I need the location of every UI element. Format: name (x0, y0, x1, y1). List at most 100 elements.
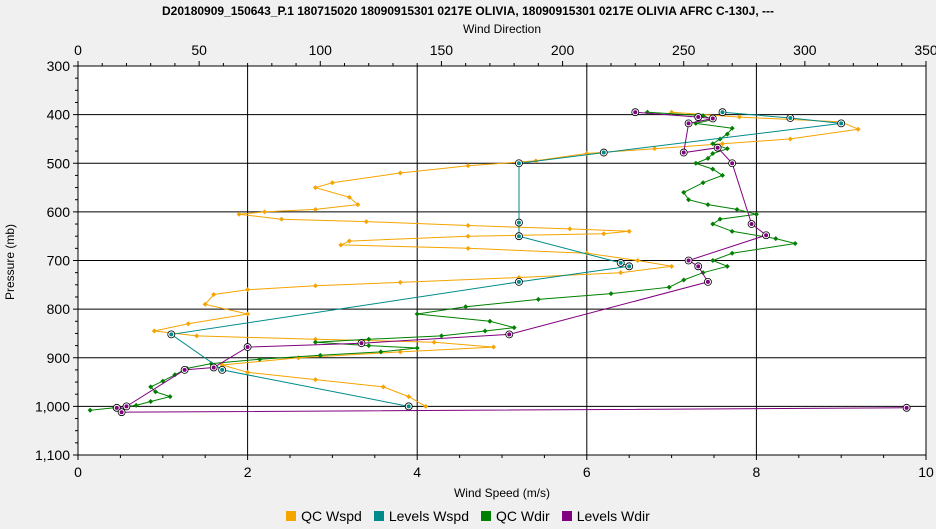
level-marker-dot (359, 341, 364, 346)
top-tick-label: 150 (430, 42, 454, 58)
data-point (719, 141, 725, 147)
data-point (686, 197, 692, 203)
legend-item: QC Wdir (481, 508, 550, 524)
bottom-tick-label: 10 (918, 464, 934, 480)
legend-item: Levels Wdir (561, 508, 650, 524)
top-tick-label: 0 (74, 42, 82, 58)
data-point (414, 345, 420, 351)
bottom-tick-label: 2 (244, 464, 252, 480)
level-marker-dot (710, 116, 715, 121)
bottom-tick-label: 0 (74, 464, 82, 480)
top-axis-label: Wind Direction (463, 22, 541, 36)
level-marker-dot (839, 121, 844, 126)
data-point (397, 170, 403, 176)
data-point (465, 233, 471, 239)
y-tick-label: 900 (47, 350, 71, 366)
data-point (792, 240, 798, 246)
data-point (669, 263, 675, 269)
data-point (312, 185, 318, 191)
level-marker-dot (715, 145, 720, 150)
legend-label: Levels Wspd (388, 508, 470, 524)
data-point (185, 321, 191, 327)
data-point (406, 394, 412, 400)
data-point (346, 238, 352, 244)
y-tick-label: 700 (47, 253, 71, 269)
data-point (705, 202, 711, 208)
series-qc-wdir (87, 109, 798, 413)
data-point (652, 146, 658, 152)
y-axis-label: Pressure (mb) (3, 224, 17, 300)
data-point (465, 163, 471, 169)
level-marker-dot (601, 150, 606, 155)
data-point (423, 403, 429, 409)
level-marker-dot (730, 161, 735, 166)
level-marker-dot (516, 234, 521, 239)
data-point (312, 206, 318, 212)
level-marker-dot (220, 367, 225, 372)
data-point (279, 216, 285, 222)
data-point (666, 284, 672, 290)
y-tick-label: 300 (47, 58, 71, 74)
data-point (736, 114, 742, 120)
bottom-tick-label: 6 (583, 464, 591, 480)
data-point (366, 336, 372, 342)
level-marker-dot (211, 365, 216, 370)
data-point (710, 166, 716, 172)
level-marker-dot (633, 110, 638, 115)
data-point (329, 180, 335, 186)
y-tick-label: 500 (47, 155, 71, 171)
data-point (482, 328, 488, 334)
data-point (724, 146, 730, 152)
level-marker-dot (788, 116, 793, 121)
data-point (729, 250, 735, 256)
top-tick-label: 100 (309, 42, 333, 58)
data-point (608, 291, 614, 297)
data-point (618, 270, 624, 276)
level-marker-dot (406, 404, 411, 409)
top-tick-label: 300 (793, 42, 817, 58)
legend-label: QC Wdir (496, 508, 550, 524)
data-point (148, 384, 154, 390)
data-point (431, 339, 437, 345)
legend-swatch (561, 511, 572, 521)
data-point (262, 209, 268, 215)
series-levels-wspd (167, 108, 846, 411)
data-point (312, 377, 318, 383)
data-point (729, 228, 735, 234)
y-tick-label: 1,100 (35, 447, 70, 463)
data-point (133, 402, 139, 408)
data-point (397, 349, 403, 355)
legend-swatch (373, 511, 384, 521)
data-point (338, 242, 344, 248)
data-point (729, 125, 735, 131)
level-marker-dot (516, 220, 521, 225)
data-point (312, 283, 318, 289)
data-point (465, 222, 471, 228)
data-point (245, 369, 251, 375)
data-point (366, 343, 372, 349)
data-point (710, 141, 716, 147)
level-marker-dot (681, 150, 686, 155)
data-point (151, 328, 157, 334)
data-point (487, 318, 493, 324)
series-levels-wdir (112, 108, 911, 417)
grid-lines (78, 66, 926, 455)
data-point (710, 221, 716, 227)
data-point (245, 311, 251, 317)
level-marker-dot (627, 264, 632, 269)
data-point (491, 344, 497, 350)
data-point (236, 211, 242, 217)
data-point (438, 333, 444, 339)
data-point (700, 180, 706, 186)
data-point (312, 339, 318, 345)
legend-item: Levels Wspd (373, 508, 470, 524)
data-point (855, 126, 861, 132)
y-tick-label: 800 (47, 301, 71, 317)
data-point (194, 333, 200, 339)
level-marker-dot (904, 405, 909, 410)
level-marker-dot (720, 110, 725, 115)
data-point (724, 263, 730, 269)
level-marker-dot (124, 404, 129, 409)
